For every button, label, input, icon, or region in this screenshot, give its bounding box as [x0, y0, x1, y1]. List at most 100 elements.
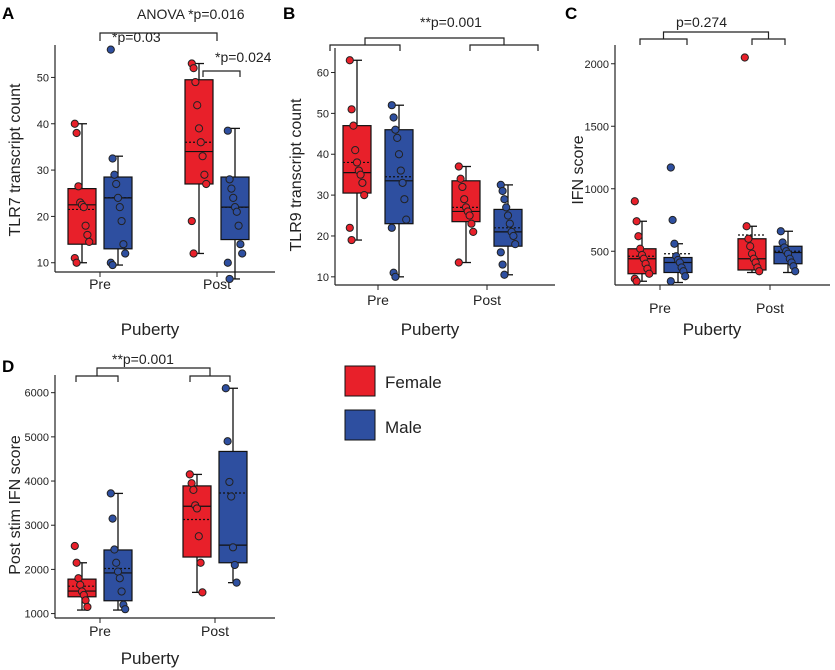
data-point: [394, 150, 404, 159]
data-point: [776, 227, 785, 236]
data-point: [194, 124, 204, 133]
box-female: [182, 485, 212, 558]
data-point: [200, 170, 209, 179]
y-tick-label: 4000: [25, 476, 49, 488]
data-point: [230, 560, 239, 570]
data-point: [223, 126, 232, 135]
y-tick-label: 3000: [25, 520, 49, 532]
significance-bracket: [662, 31, 770, 39]
data-point: [503, 211, 513, 220]
data-point: [645, 269, 654, 278]
data-point: [113, 567, 123, 576]
panel-a-ylabel: TLR7 transcript count: [7, 83, 24, 237]
group-bracket-pre: [75, 375, 119, 382]
data-point: [187, 216, 196, 226]
data-point: [238, 249, 247, 258]
data-point: [70, 541, 79, 551]
data-point: [666, 163, 675, 172]
panel-d-plot: 1000 2000 3000 4000 5000 6000 Pre Post: [25, 367, 275, 639]
data-point: [232, 207, 241, 216]
y-tick-label: 20: [37, 211, 49, 223]
data-point: [74, 574, 83, 583]
data-point: [108, 154, 117, 163]
data-point: [83, 602, 92, 612]
x-tick-label: Pre: [649, 300, 671, 316]
data-point: [229, 193, 238, 202]
data-point: [500, 270, 509, 279]
x-tick-label: Post: [756, 300, 784, 316]
data-point: [670, 239, 679, 248]
data-point: [496, 248, 505, 257]
y-tick-label: 10: [317, 272, 329, 284]
data-point: [467, 219, 476, 228]
y-tick-label: 10: [37, 258, 49, 270]
data-point: [391, 125, 400, 134]
data-point: [121, 605, 130, 614]
data-point: [121, 249, 130, 258]
x-tick-label: Post: [203, 276, 231, 292]
data-point: [454, 162, 463, 171]
data-point: [402, 215, 411, 224]
data-point: [193, 101, 202, 110]
data-point: [681, 272, 690, 281]
significance-bracket: [364, 37, 505, 45]
group-bracket-pre: [639, 38, 688, 45]
legend-swatch-male: [344, 409, 376, 441]
data-point: [72, 558, 81, 567]
significance-bracket: [96, 367, 211, 376]
data-point: [225, 477, 234, 487]
data-point: [500, 195, 509, 204]
data-point: [189, 64, 198, 73]
data-point: [498, 260, 507, 269]
data-point: [227, 492, 236, 501]
data-point: [72, 128, 81, 138]
data-point: [632, 277, 641, 286]
x-tick-label: Pre: [89, 623, 111, 639]
data-point: [223, 258, 232, 267]
panel-b-ylabel: TLR9 transcript count: [288, 98, 305, 252]
data-point: [360, 191, 369, 200]
legend-label-female: Female: [385, 373, 442, 392]
data-point: [469, 227, 478, 236]
panel-a-plot: 10 20 30 40 50 Pre Post: [37, 32, 275, 292]
data-point: [191, 77, 200, 87]
data-point: [76, 580, 85, 589]
data-point: [345, 56, 354, 65]
data-point: [115, 203, 124, 212]
legend-label-male: Male: [385, 418, 422, 437]
data-point: [345, 223, 354, 232]
legend: Female Male: [344, 365, 442, 441]
data-point: [110, 170, 119, 179]
panel-a-label: A: [2, 4, 14, 23]
panel-c-ylabel: IFN score: [570, 135, 587, 204]
data-point: [70, 119, 79, 128]
data-point: [187, 479, 196, 488]
y-tick-label: 30: [37, 165, 49, 177]
data-point: [630, 197, 639, 206]
data-point: [347, 235, 356, 245]
panel-a-anova-text: ANOVA *p=0.016: [137, 6, 245, 22]
data-point: [185, 470, 194, 479]
data-point: [192, 504, 202, 513]
significance-bracket: [99, 32, 218, 41]
data-point: [227, 184, 236, 193]
data-point: [389, 113, 398, 122]
data-point: [196, 138, 205, 147]
group-bracket-post: [469, 44, 539, 51]
data-point: [83, 230, 92, 240]
panel-d-pvalue: **p=0.001: [112, 351, 174, 367]
y-tick-label: 30: [317, 190, 329, 202]
data-point: [117, 216, 126, 226]
data-point: [458, 182, 467, 192]
data-point: [498, 186, 507, 196]
significance-bracket: [202, 70, 241, 77]
panel-d-xlabel: Puberty: [121, 649, 180, 668]
panel-b-xlabel: Puberty: [401, 320, 460, 339]
data-point: [347, 105, 356, 114]
group-bracket-post: [751, 38, 786, 45]
data-point: [198, 588, 207, 597]
data-point: [115, 574, 124, 583]
data-point: [511, 240, 520, 249]
y-tick-label: 50: [317, 108, 329, 120]
y-tick-label: 5000: [25, 432, 49, 444]
